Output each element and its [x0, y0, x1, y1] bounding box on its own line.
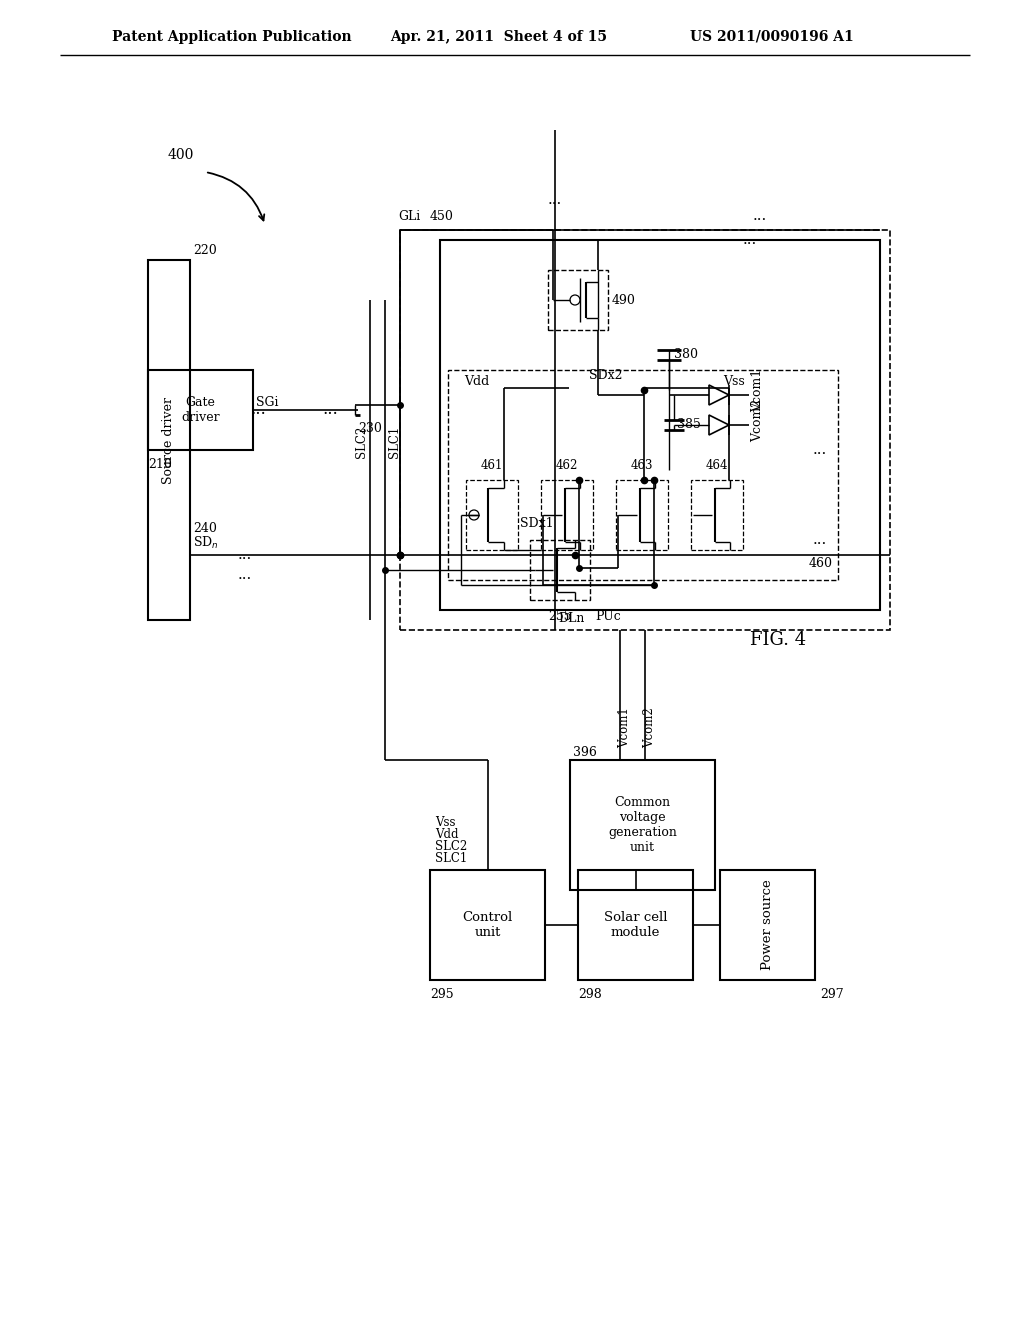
- Bar: [440, 240, 880, 610]
- Text: PUc: PUc: [595, 610, 621, 623]
- Text: DLn: DLn: [558, 612, 585, 624]
- Text: 396: 396: [573, 746, 597, 759]
- Bar: [148, 370, 253, 450]
- Bar: [720, 870, 815, 979]
- Text: 297: 297: [820, 987, 844, 1001]
- Bar: [616, 480, 668, 550]
- Text: ...: ...: [813, 444, 827, 457]
- Bar: [541, 480, 593, 550]
- Text: SLC2: SLC2: [355, 426, 368, 458]
- Text: Vcom2: Vcom2: [643, 708, 656, 748]
- Text: Control
unit: Control unit: [463, 911, 513, 939]
- Text: 210: 210: [148, 458, 172, 470]
- Text: 463: 463: [631, 459, 653, 473]
- Text: SLC1: SLC1: [435, 851, 467, 865]
- Bar: [548, 271, 608, 330]
- Text: SGi: SGi: [256, 396, 279, 408]
- Text: Apr. 21, 2011  Sheet 4 of 15: Apr. 21, 2011 Sheet 4 of 15: [390, 30, 607, 44]
- Text: 400: 400: [168, 148, 195, 162]
- Text: Vcom2: Vcom2: [751, 399, 764, 442]
- Text: 255: 255: [548, 610, 571, 623]
- Text: Vss: Vss: [435, 816, 456, 829]
- Text: 298: 298: [578, 987, 602, 1001]
- Text: 220: 220: [193, 243, 217, 256]
- Bar: [570, 760, 715, 890]
- Text: SDx1: SDx1: [520, 517, 554, 531]
- Text: Solar cell
module: Solar cell module: [604, 911, 668, 939]
- Text: 460: 460: [809, 557, 833, 570]
- Bar: [449, 370, 838, 579]
- Text: ...: ...: [742, 234, 757, 247]
- Bar: [430, 870, 545, 979]
- Text: 240: 240: [193, 523, 217, 536]
- Text: Patent Application Publication: Patent Application Publication: [112, 30, 351, 44]
- Text: Vcom1: Vcom1: [751, 368, 764, 412]
- Text: 295: 295: [430, 987, 454, 1001]
- Bar: [400, 230, 890, 630]
- Text: Vcom1: Vcom1: [618, 708, 631, 748]
- Text: ...: ...: [813, 533, 827, 546]
- Text: Gate
driver: Gate driver: [181, 396, 220, 424]
- Text: 385: 385: [677, 418, 700, 432]
- Text: ...: ...: [250, 401, 266, 418]
- Text: Source driver: Source driver: [163, 396, 175, 483]
- Text: ...: ...: [323, 401, 338, 418]
- Text: 380: 380: [674, 348, 698, 362]
- Bar: [530, 540, 590, 601]
- Bar: [691, 480, 743, 550]
- Text: Common
voltage
generation
unit: Common voltage generation unit: [608, 796, 677, 854]
- Text: SD$_n$: SD$_n$: [193, 535, 219, 550]
- Text: ...: ...: [753, 209, 767, 223]
- Text: 450: 450: [430, 210, 454, 223]
- Text: GLi: GLi: [398, 210, 420, 223]
- Text: 490: 490: [612, 293, 636, 306]
- Text: ...: ...: [238, 568, 252, 582]
- Text: ...: ...: [238, 548, 252, 562]
- Bar: [578, 870, 693, 979]
- Text: Power source: Power source: [761, 879, 774, 970]
- Text: SDx2: SDx2: [589, 370, 623, 381]
- Bar: [466, 480, 518, 550]
- Text: Vss: Vss: [723, 375, 745, 388]
- FancyArrowPatch shape: [208, 173, 264, 220]
- Text: 462: 462: [556, 459, 579, 473]
- Text: SLC1: SLC1: [388, 426, 401, 458]
- Text: US 2011/0090196 A1: US 2011/0090196 A1: [690, 30, 854, 44]
- Bar: [148, 260, 190, 620]
- Text: 464: 464: [706, 459, 728, 473]
- Text: FIG. 4: FIG. 4: [750, 631, 806, 649]
- Text: ...: ...: [548, 193, 562, 207]
- Text: 461: 461: [481, 459, 503, 473]
- Text: Vdd: Vdd: [435, 828, 459, 841]
- Text: 230: 230: [358, 421, 382, 434]
- Text: SLC2: SLC2: [435, 840, 467, 853]
- Text: Vdd: Vdd: [464, 375, 489, 388]
